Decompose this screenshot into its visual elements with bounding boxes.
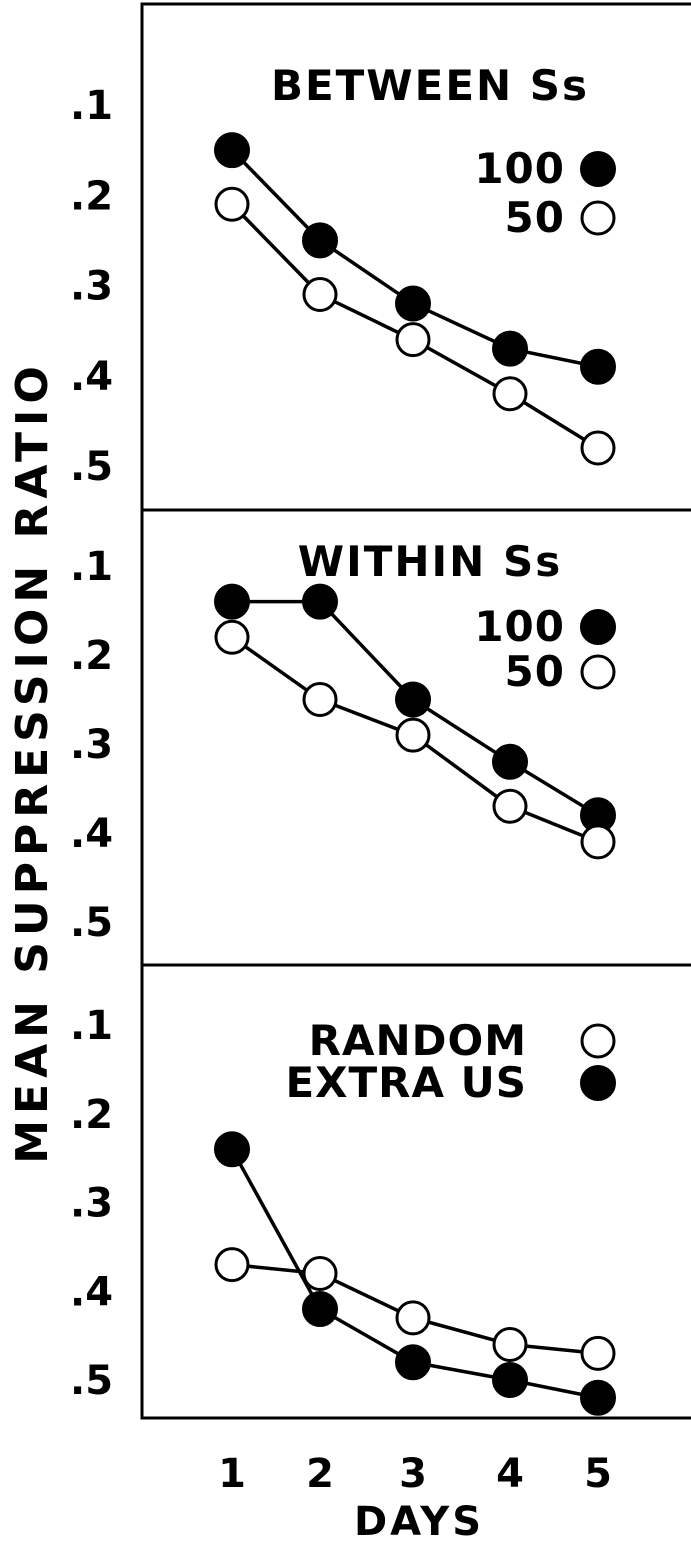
- data-point: [302, 682, 338, 717]
- y-tick-label: .4: [70, 811, 113, 857]
- x-tick-label: 1: [218, 1451, 246, 1497]
- data-point: [580, 430, 616, 466]
- data-point: [302, 222, 338, 259]
- y-tick-label: .3: [70, 264, 113, 310]
- x-tick-label: 5: [584, 1451, 612, 1497]
- data-point: [492, 743, 528, 780]
- panel-frame: [140, 963, 691, 1420]
- legend-marker: [580, 1023, 616, 1059]
- data-point: [395, 1344, 431, 1381]
- data-point: [395, 285, 431, 322]
- y-tick-label: .2: [70, 173, 113, 219]
- y-tick-label: .5: [70, 1358, 113, 1404]
- y-tick-label: .2: [70, 633, 113, 679]
- y-axis-title-group: MEAN SUPPRESSION RATIO: [7, 360, 58, 1164]
- panel-title: BETWEEN Ss: [271, 61, 589, 110]
- data-point: [395, 1300, 431, 1336]
- data-point: [492, 788, 528, 824]
- data-point: [302, 277, 338, 313]
- x-tick-label: 3: [399, 1451, 427, 1497]
- data-point: [395, 681, 431, 718]
- data-point: [580, 1335, 616, 1371]
- data-point: [214, 186, 250, 222]
- data-point: [214, 583, 250, 620]
- data-point: [302, 1256, 338, 1291]
- legend-marker: [580, 654, 616, 690]
- y-tick-label: .4: [70, 1269, 113, 1315]
- y-tick-label: .1: [70, 544, 113, 590]
- legend-marker: [580, 1065, 616, 1101]
- data-point: [395, 717, 431, 753]
- legend-label: 100: [474, 144, 565, 193]
- x-tick-label: 2: [306, 1451, 334, 1497]
- data-point: [580, 824, 616, 860]
- y-tick-label: .1: [70, 83, 113, 129]
- panel-title: WITHIN Ss: [298, 537, 562, 586]
- data-point: [492, 330, 528, 367]
- data-point: [214, 1247, 250, 1283]
- x-axis-title: DAYS: [354, 1499, 484, 1545]
- y-tick-label: .3: [70, 1181, 113, 1227]
- data-point: [580, 348, 616, 385]
- legend-label: 50: [505, 193, 565, 242]
- legend-label: RANDOM: [309, 1016, 527, 1065]
- y-axis-title: MEAN SUPPRESSION RATIO: [7, 360, 58, 1164]
- y-tick-label: .2: [70, 1092, 113, 1138]
- data-point: [214, 132, 250, 169]
- legend-label: EXTRA US: [285, 1058, 527, 1107]
- data-point: [492, 376, 528, 412]
- data-point: [214, 1131, 250, 1168]
- y-tick-label: .1: [70, 1003, 113, 1049]
- legend-label: 100: [474, 602, 565, 651]
- x-axis-title-group: DAYS: [354, 1499, 484, 1545]
- x-tick-label: 4: [496, 1451, 524, 1497]
- legend-marker: [580, 151, 616, 187]
- data-point: [395, 322, 431, 358]
- legend-marker: [580, 200, 616, 236]
- y-tick-label: .5: [70, 444, 113, 490]
- data-point: [302, 1291, 338, 1327]
- legend-label: 50: [505, 647, 565, 696]
- data-point: [302, 583, 338, 620]
- data-point: [492, 1327, 528, 1362]
- data-point: [492, 1362, 528, 1398]
- data-point: [580, 1379, 616, 1416]
- legend-marker: [580, 609, 616, 645]
- data-point: [214, 619, 250, 655]
- y-tick-label: .4: [70, 354, 113, 400]
- y-tick-label: .3: [70, 722, 113, 768]
- y-tick-label: .5: [70, 900, 113, 946]
